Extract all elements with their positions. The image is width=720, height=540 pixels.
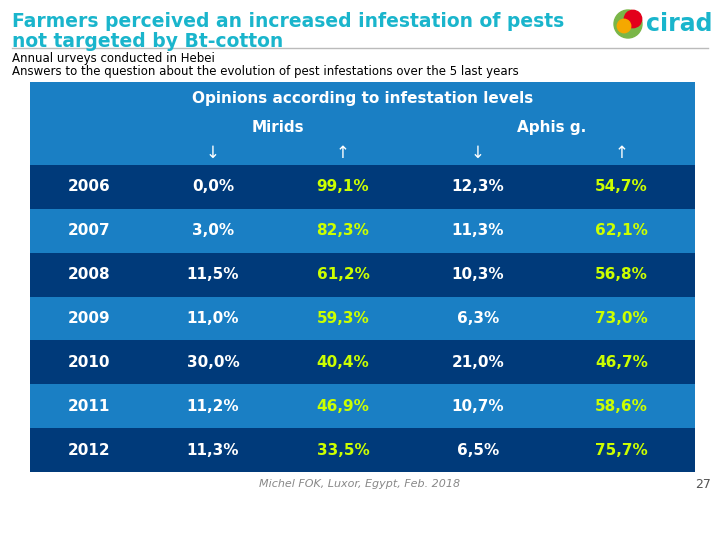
Text: 0,0%: 0,0% [192,179,234,194]
Text: 11,3%: 11,3% [451,223,504,238]
Text: 62,1%: 62,1% [595,223,648,238]
Text: Farmers perceived an increased infestation of pests: Farmers perceived an increased infestati… [12,12,564,31]
Bar [30,209,695,253]
Text: 2007: 2007 [68,223,110,238]
Text: not targeted by Bt-cotton: not targeted by Bt-cotton [12,32,283,51]
Text: 12,3%: 12,3% [451,179,505,194]
Circle shape [617,19,631,33]
Text: 27: 27 [695,477,711,490]
Text: 58,6%: 58,6% [595,399,648,414]
Text: Aphis g.: Aphis g. [517,120,586,135]
Text: 59,3%: 59,3% [317,311,369,326]
Text: 73,0%: 73,0% [595,311,648,326]
Text: 2006: 2006 [68,179,110,194]
Text: 6,5%: 6,5% [457,443,499,457]
Text: 2009: 2009 [68,311,110,326]
Text: 11,5%: 11,5% [186,267,239,282]
Text: 11,3%: 11,3% [186,443,239,457]
Text: Opinions according to infestation levels: Opinions according to infestation levels [192,91,533,105]
Text: 10,3%: 10,3% [451,267,504,282]
Text: 10,7%: 10,7% [451,399,504,414]
Text: 30,0%: 30,0% [186,355,239,370]
Text: 61,2%: 61,2% [317,267,369,282]
Bar [30,253,695,296]
Bar [30,428,695,472]
Text: 2010: 2010 [68,355,110,370]
Text: 2008: 2008 [68,267,110,282]
Text: 56,8%: 56,8% [595,267,648,282]
Bar [30,114,695,141]
Circle shape [629,14,634,18]
Text: 40,4%: 40,4% [317,355,369,370]
Bar [30,82,695,114]
Bar [30,296,695,340]
Text: ↑: ↑ [615,144,629,162]
Circle shape [624,10,642,28]
Text: ↓: ↓ [471,144,485,162]
Text: 54,7%: 54,7% [595,179,648,194]
Text: 82,3%: 82,3% [317,223,369,238]
Text: Answers to the question about the evolution of pest infestations over the 5 last: Answers to the question about the evolut… [12,65,518,78]
Text: 2011: 2011 [68,399,110,414]
Text: 3,0%: 3,0% [192,223,234,238]
Text: 21,0%: 21,0% [451,355,505,370]
Text: Michel FOK, Luxor, Egypt, Feb. 2018: Michel FOK, Luxor, Egypt, Feb. 2018 [259,479,461,489]
Text: 99,1%: 99,1% [317,179,369,194]
Text: 11,2%: 11,2% [186,399,239,414]
Text: 33,5%: 33,5% [317,443,369,457]
Text: ↓: ↓ [206,144,220,162]
Text: Mirids: Mirids [252,120,305,135]
Bar [30,141,695,165]
Text: 11,0%: 11,0% [186,311,239,326]
Text: 46,9%: 46,9% [317,399,369,414]
Bar [30,165,695,209]
Circle shape [614,10,642,38]
Text: 2012: 2012 [68,443,110,457]
Bar [30,340,695,384]
Text: 46,7%: 46,7% [595,355,648,370]
Bar [30,384,695,428]
Text: ↑: ↑ [336,144,350,162]
Text: cirad: cirad [646,12,713,36]
Text: 6,3%: 6,3% [457,311,499,326]
Text: Annual urveys conducted in Hebei: Annual urveys conducted in Hebei [12,52,215,65]
Text: 75,7%: 75,7% [595,443,648,457]
